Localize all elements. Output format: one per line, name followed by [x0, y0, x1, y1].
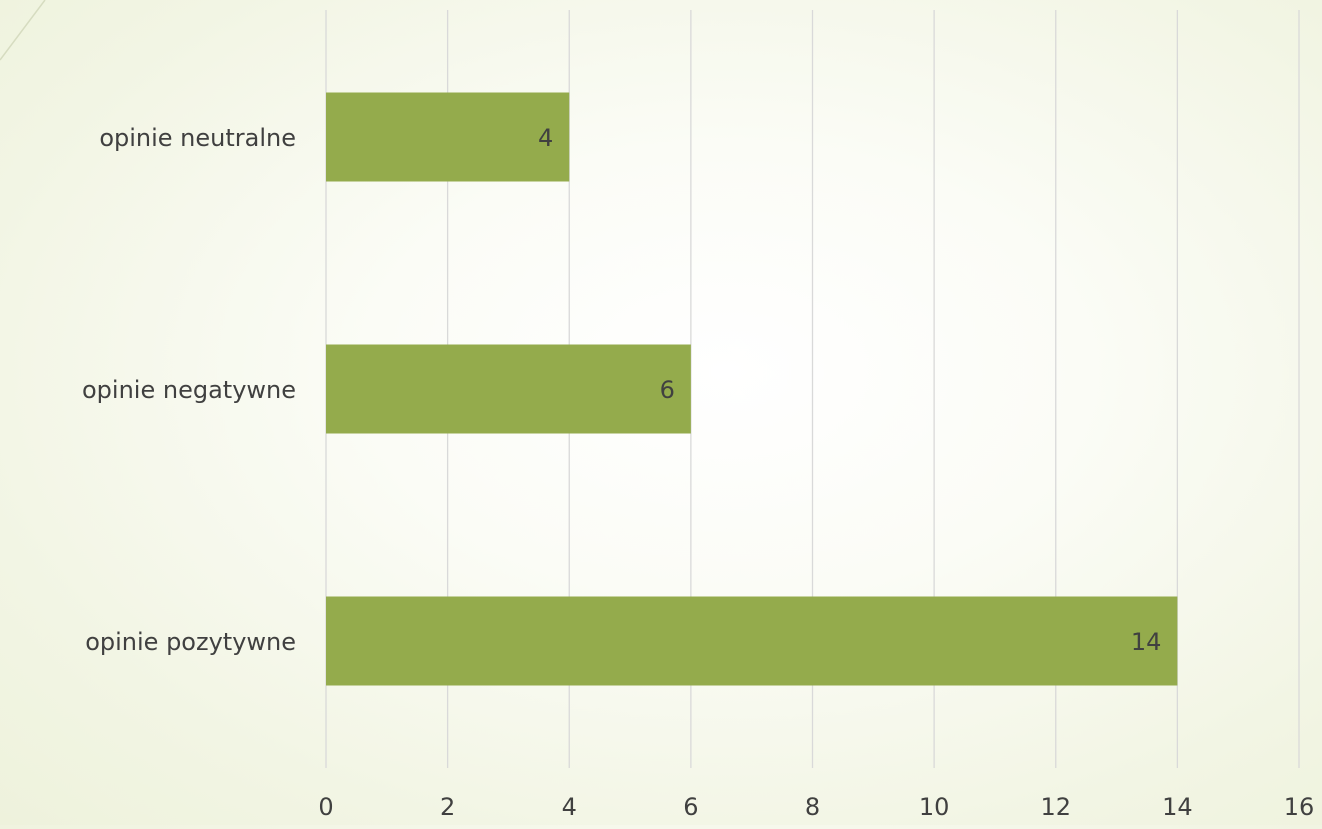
x-tick-label: 10 [919, 793, 950, 821]
bars [326, 92, 1178, 686]
bar [326, 92, 570, 182]
category-label: opinie pozytywne [85, 628, 296, 656]
x-tick-label: 0 [318, 793, 333, 821]
category-label: opinie negatywne [82, 376, 296, 404]
bar [326, 596, 1178, 686]
category-labels: opinie neutralne opinie negatywne opinie p… [82, 124, 296, 656]
bar [326, 344, 691, 434]
x-tick-label: 8 [805, 793, 820, 821]
x-axis-tick-labels: 0 2 4 6 8 10 12 14 16 [318, 793, 1314, 821]
x-tick-label: 16 [1284, 793, 1315, 821]
data-label: 14 [1131, 628, 1162, 656]
category-label: opinie neutralne [99, 124, 296, 152]
data-label: 4 [538, 124, 553, 152]
x-tick-label: 4 [562, 793, 577, 821]
x-tick-label: 6 [683, 793, 698, 821]
data-label: 6 [660, 376, 675, 404]
x-tick-label: 2 [440, 793, 455, 821]
x-tick-label: 14 [1162, 793, 1193, 821]
decorative-corner-line [0, 0, 46, 61]
x-tick-label: 12 [1040, 793, 1071, 821]
data-labels: 4 6 14 [538, 124, 1161, 656]
